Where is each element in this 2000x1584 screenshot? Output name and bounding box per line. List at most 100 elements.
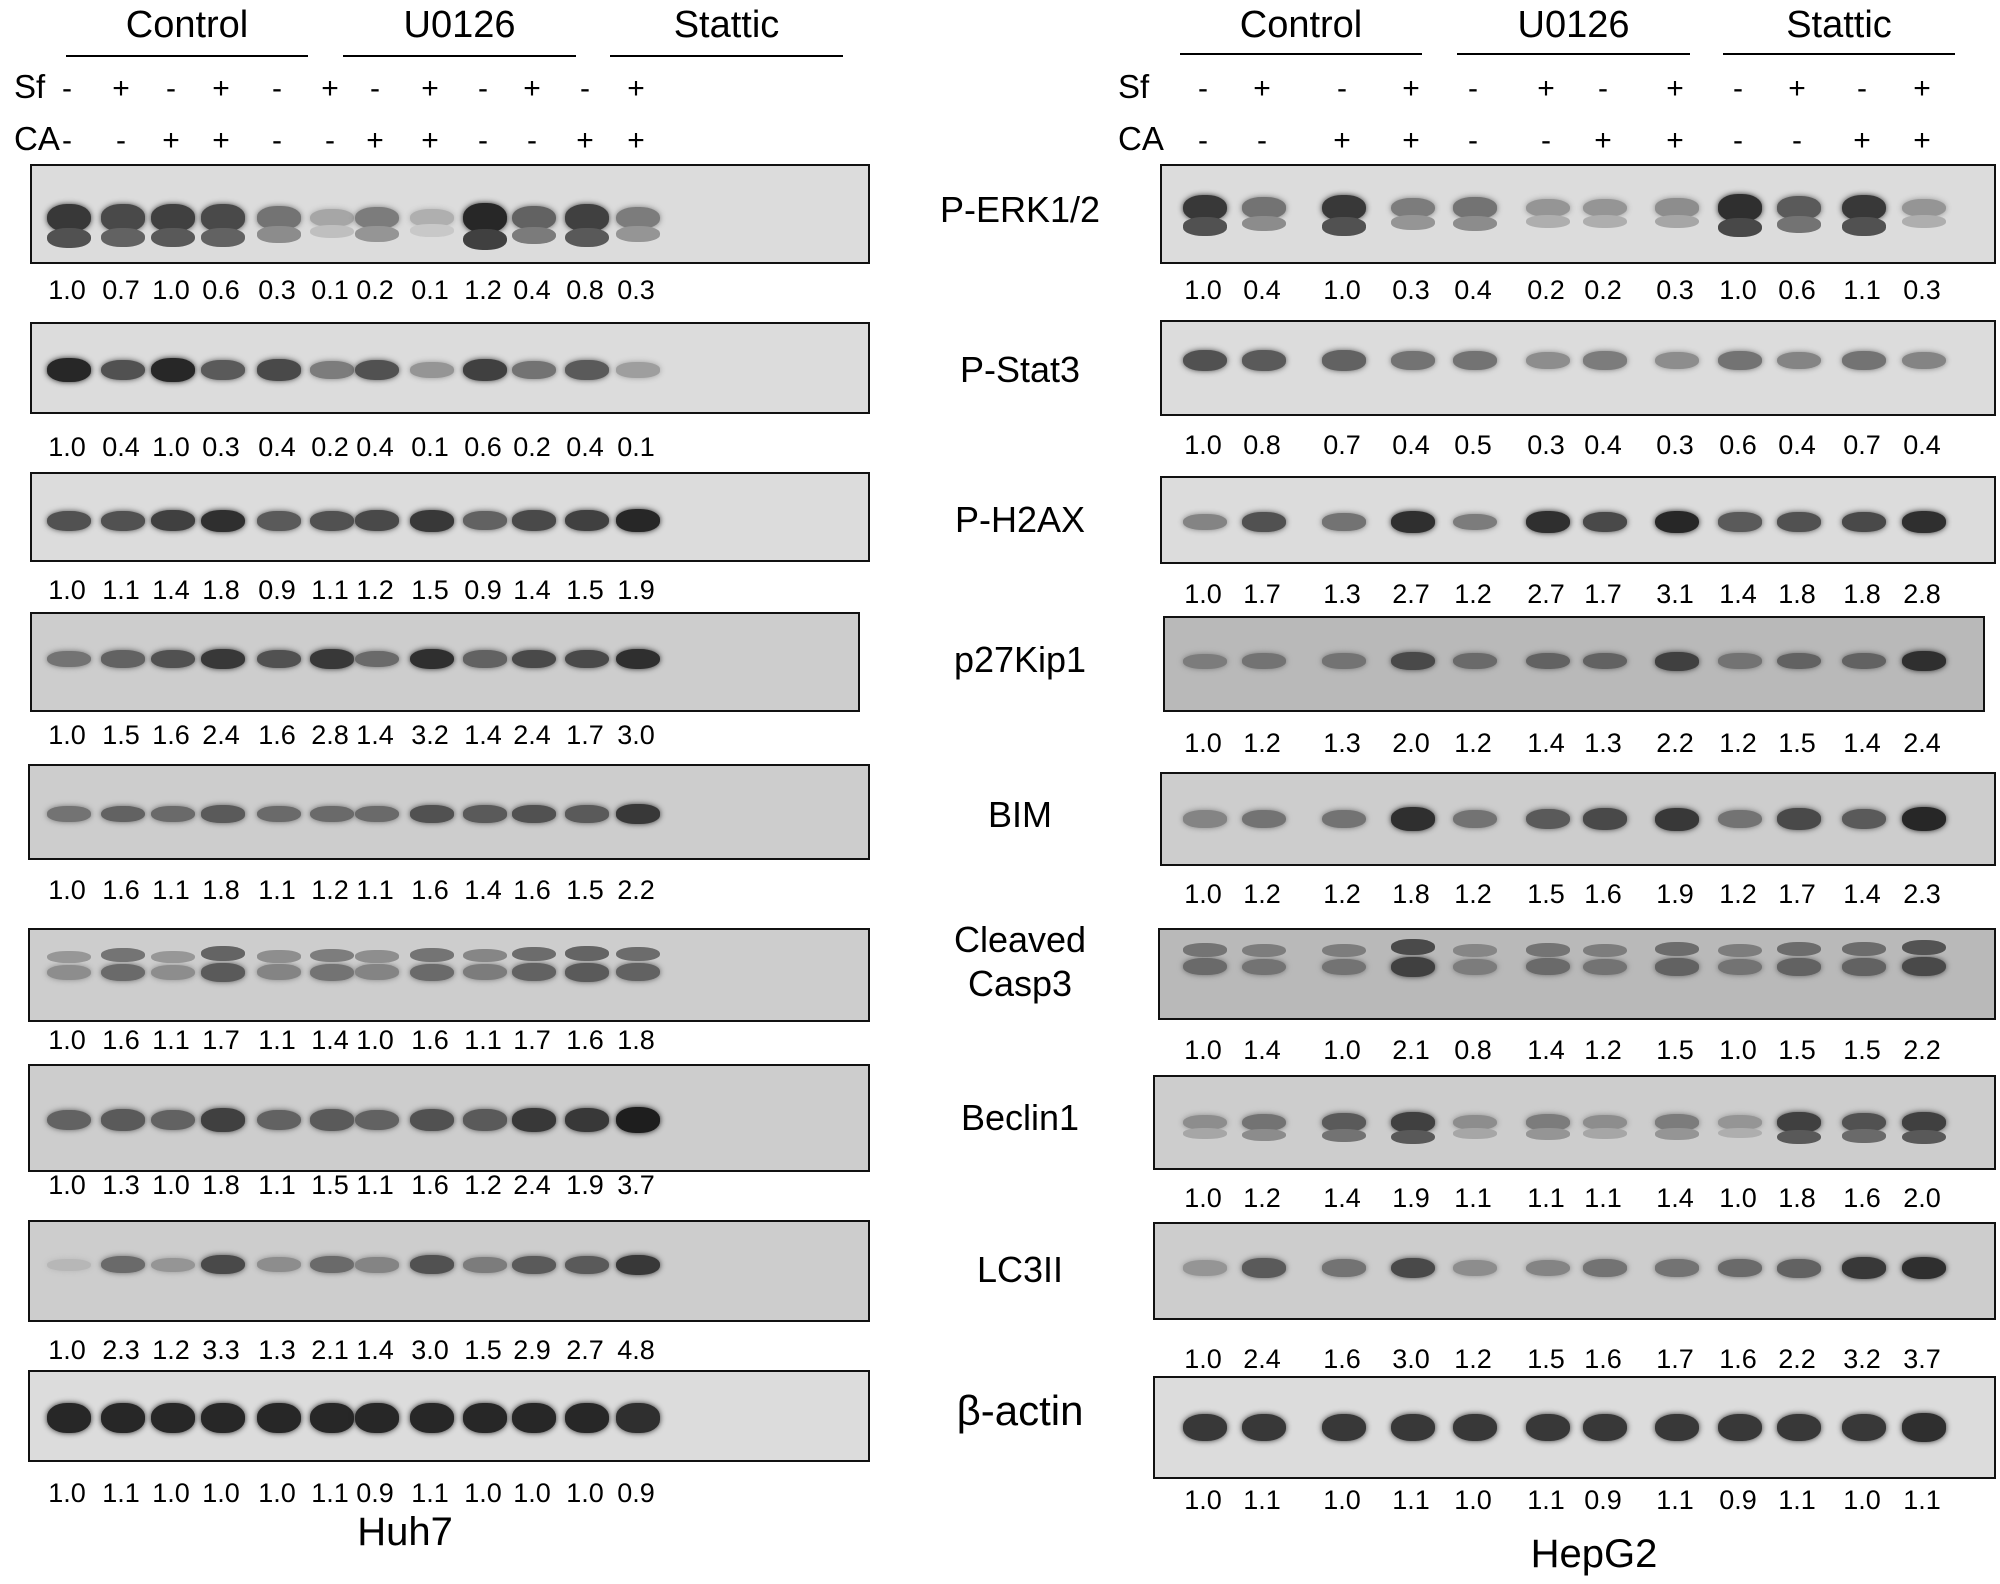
band-value: 1.1 xyxy=(356,875,394,905)
band-value: 1.4 xyxy=(513,575,551,605)
band-value: 1.0 xyxy=(202,1478,240,1508)
sf-sign: + xyxy=(1253,72,1271,105)
band xyxy=(1453,809,1497,829)
band-value: 1.0 xyxy=(356,1025,394,1055)
protein-label: BIM xyxy=(987,794,1053,835)
band xyxy=(47,510,91,531)
band-value: 1.7 xyxy=(1584,579,1622,609)
band-value: 1.0 xyxy=(1843,1485,1881,1515)
group-underline xyxy=(610,55,843,57)
band-value: 1.0 xyxy=(48,432,86,462)
band-value: 1.3 xyxy=(1323,579,1361,609)
sf-sign: + xyxy=(1788,72,1806,105)
band-value: 1.2 xyxy=(1719,728,1757,758)
sf-sign: - xyxy=(1198,72,1208,105)
band-value: 1.0 xyxy=(48,575,86,605)
band xyxy=(512,226,556,245)
band xyxy=(410,648,454,670)
band-value: 0.6 xyxy=(1719,430,1757,460)
band-value: 1.1 xyxy=(1584,1183,1622,1213)
band xyxy=(512,963,556,982)
band xyxy=(257,964,301,981)
band-value: 1.3 xyxy=(1323,728,1361,758)
ca-sign: + xyxy=(212,124,230,157)
band-value: 1.6 xyxy=(411,1170,449,1200)
band xyxy=(1655,942,1699,957)
band-value: 1.0 xyxy=(1184,1485,1222,1515)
band xyxy=(1777,1413,1821,1442)
band xyxy=(565,227,609,248)
band xyxy=(1391,652,1435,671)
band xyxy=(1842,1112,1886,1133)
band xyxy=(1718,1258,1762,1278)
band-value: 1.8 xyxy=(617,1025,655,1055)
band xyxy=(310,805,354,823)
band xyxy=(1655,1114,1699,1131)
band xyxy=(355,206,399,230)
band-value: 1.2 xyxy=(1243,879,1281,909)
band xyxy=(1526,1413,1570,1442)
band xyxy=(1391,350,1435,370)
band xyxy=(1842,511,1886,533)
band xyxy=(616,963,660,982)
band xyxy=(47,1402,91,1434)
band xyxy=(463,228,507,250)
ca-sign: - xyxy=(116,124,126,157)
band-value: 1.5 xyxy=(1527,1344,1565,1374)
band xyxy=(1322,958,1366,976)
band-value: 0.2 xyxy=(1584,275,1622,305)
band-value: 1.6 xyxy=(566,1025,604,1055)
band-value: 1.4 xyxy=(1323,1183,1361,1213)
band-value: 1.0 xyxy=(48,1025,86,1055)
band xyxy=(201,509,245,533)
band-value: 0.4 xyxy=(513,275,551,305)
band xyxy=(101,1109,145,1131)
band-value: 2.7 xyxy=(1392,579,1430,609)
group-header: U0126 xyxy=(403,4,516,46)
group-underline xyxy=(66,55,308,57)
band xyxy=(565,805,609,823)
band-value: 1.6 xyxy=(1584,879,1622,909)
band xyxy=(1453,958,1497,975)
band-value: 1.2 xyxy=(152,1335,190,1365)
band xyxy=(1453,1260,1497,1277)
sf-sign: + xyxy=(212,72,230,105)
ca-sign: - xyxy=(1198,124,1208,157)
band xyxy=(1902,214,1946,228)
band-value: 1.2 xyxy=(1454,1344,1492,1374)
band xyxy=(1583,1259,1627,1277)
blot-p-stat3 xyxy=(30,322,870,414)
band xyxy=(1655,351,1699,369)
band xyxy=(1655,214,1699,229)
group-underline xyxy=(1180,53,1422,55)
band-value: 0.1 xyxy=(411,275,449,305)
band xyxy=(1777,1129,1821,1145)
band xyxy=(1322,217,1366,236)
ca-sign: - xyxy=(62,124,72,157)
band xyxy=(410,362,454,378)
band xyxy=(463,805,507,823)
band-value: 3.1 xyxy=(1656,579,1694,609)
band-value: 1.2 xyxy=(356,575,394,605)
band xyxy=(1526,1114,1570,1131)
band xyxy=(47,203,91,233)
band-value: 2.4 xyxy=(202,720,240,750)
band xyxy=(1583,958,1627,976)
band xyxy=(1902,510,1946,534)
band xyxy=(151,358,195,382)
band xyxy=(101,947,145,962)
ca-sign: - xyxy=(1733,124,1743,157)
band xyxy=(101,227,145,247)
band xyxy=(1242,197,1286,219)
ca-sign: - xyxy=(1541,124,1551,157)
protein-label: Cleaved Casp3 xyxy=(953,919,1087,1004)
protein-label: p27Kip1 xyxy=(953,639,1087,680)
band xyxy=(512,1402,556,1434)
band-value: 1.1 xyxy=(1454,1183,1492,1213)
ca-sign: + xyxy=(627,124,645,157)
band xyxy=(463,202,507,234)
band-value: 1.2 xyxy=(464,1170,502,1200)
blot-cleaved-casp3 xyxy=(1158,928,1996,1020)
band-value: 0.4 xyxy=(356,432,394,462)
